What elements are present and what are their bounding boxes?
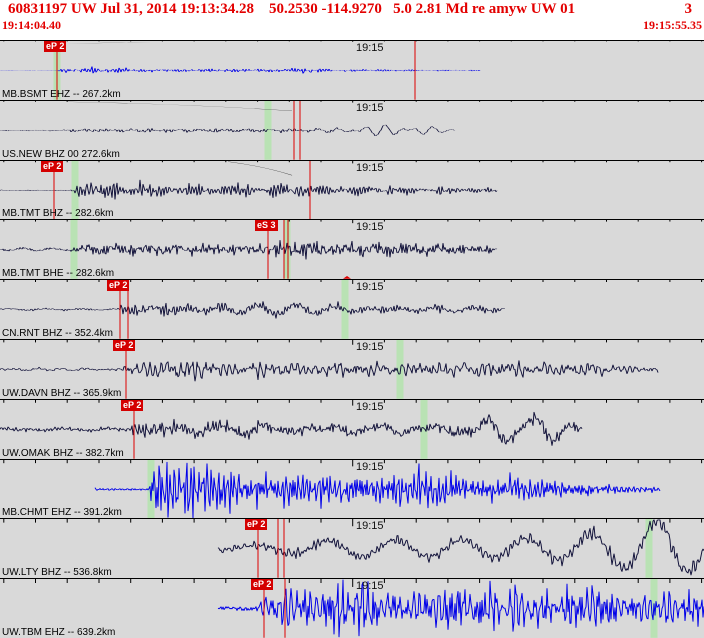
time-tick-marks xyxy=(3,280,703,285)
waveform-path[interactable] xyxy=(0,411,583,446)
pick-flag[interactable]: eP 2 xyxy=(107,280,130,292)
pick-flag[interactable]: eP 2 xyxy=(113,339,136,351)
station-label: MB.TMT BHZ -- 282.6km xyxy=(2,208,114,220)
pick-flag[interactable]: eP 2 xyxy=(245,519,268,531)
event-summary: 60831197 UW Jul 31, 2014 19:13:34.28 50.… xyxy=(8,1,576,17)
waveform-path[interactable] xyxy=(0,360,659,382)
station-label: CN.RNT BHZ -- 352.4km xyxy=(2,327,113,339)
minute-label: 19:15 xyxy=(356,281,384,294)
waveform-path[interactable] xyxy=(0,124,456,136)
waveform-svg[interactable] xyxy=(0,160,704,220)
minute-label: 19:15 xyxy=(356,161,384,174)
waveform-path[interactable] xyxy=(217,579,704,638)
overlay-curve xyxy=(227,161,293,175)
station-label: MB.BSMT EHZ -- 267.2km xyxy=(2,88,121,100)
trace-area: eP 2 19:15 MB.BSMT EHZ -- 267.2km 19:15 … xyxy=(0,40,704,638)
pick-flag[interactable]: eP 2 xyxy=(251,579,274,591)
minute-label: 19:15 xyxy=(356,460,384,473)
station-label: US.NEW BHZ 00 272.6km xyxy=(2,148,120,160)
trace-panel-4[interactable]: eS 3 19:15 MB.TMT BHE -- 282.6km xyxy=(0,220,704,281)
waveform-svg[interactable] xyxy=(0,100,704,160)
minute-label: 19:15 xyxy=(356,221,384,234)
pick-flag[interactable]: eS 3 xyxy=(255,220,278,232)
waveform-path[interactable] xyxy=(0,179,498,200)
minute-label: 19:15 xyxy=(356,42,384,54)
event-summary-row: 60831197 UW Jul 31, 2014 19:13:34.28 50.… xyxy=(0,0,704,18)
waveform-path[interactable] xyxy=(0,240,498,260)
overlay-curve xyxy=(65,41,229,44)
time-tick-marks xyxy=(3,579,703,588)
waveform-svg[interactable] xyxy=(0,519,704,579)
time-tick-marks xyxy=(3,339,703,345)
waveform-svg[interactable] xyxy=(0,579,704,638)
predicted-arrival-bar xyxy=(264,100,272,160)
predicted-arrival-bar xyxy=(71,160,79,220)
waveform-svg[interactable] xyxy=(0,459,704,519)
minute-label: 19:15 xyxy=(356,340,384,353)
station-label: UW.TBM EHZ -- 639.2km xyxy=(2,626,116,638)
trace-panel-2[interactable]: 19:15 US.NEW BHZ 00 272.6km xyxy=(0,100,704,161)
overlay-curve xyxy=(65,101,293,111)
pick-flag[interactable]: eP 2 xyxy=(44,41,67,52)
station-label: UW.OMAK BHZ -- 382.7km xyxy=(2,447,124,459)
time-tick-marks xyxy=(3,399,703,406)
predicted-arrival-bar xyxy=(283,220,291,280)
waveform-svg[interactable] xyxy=(0,220,704,280)
time-tick-marks xyxy=(3,220,703,224)
waveform-path[interactable] xyxy=(217,519,704,576)
trace-panel-6[interactable]: eP 2 19:15 UW.DAVN BHZ -- 365.9km xyxy=(0,339,704,400)
station-label: UW.DAVN BHZ -- 365.9km xyxy=(2,387,122,399)
trace-panel-8[interactable]: 19:15 MB.CHMT EHZ -- 391.2km xyxy=(0,459,704,520)
time-tick-marks xyxy=(3,519,703,527)
trace-panel-7[interactable]: eP 2 19:15 UW.OMAK BHZ -- 382.7km xyxy=(0,399,704,460)
pick-flag[interactable]: eP 2 xyxy=(121,399,144,411)
time-tick-marks xyxy=(3,160,703,163)
trace-panel-1[interactable]: eP 2 19:15 MB.BSMT EHZ -- 267.2km xyxy=(0,41,704,101)
time-window-row: 19:14:04.40 19:15:55.35 xyxy=(0,18,704,33)
waveform-svg[interactable] xyxy=(0,399,704,459)
trace-panel-3[interactable]: eP 2 19:15 MB.TMT BHZ -- 282.6km xyxy=(0,160,704,221)
predicted-arrival-bar xyxy=(420,399,428,459)
station-label: UW.LTY BHZ -- 536.8km xyxy=(2,567,112,579)
waveform-svg[interactable] xyxy=(0,339,704,399)
predicted-arrival-bar xyxy=(645,519,653,579)
window-start-time: 19:14:04.40 xyxy=(2,18,61,32)
minute-label: 19:15 xyxy=(356,400,384,413)
bottom-marker xyxy=(343,276,351,280)
time-tick-marks xyxy=(3,100,703,103)
pick-flag[interactable]: eP 2 xyxy=(41,160,64,172)
minute-label: 19:15 xyxy=(356,580,384,593)
window-end-time: 19:15:55.35 xyxy=(643,18,702,32)
trace-panel-10[interactable]: eP 2 19:15 UW.TBM EHZ -- 639.2km xyxy=(0,579,704,638)
station-label: MB.TMT BHE -- 282.6km xyxy=(2,268,115,280)
waveform-path[interactable] xyxy=(0,66,481,74)
predicted-arrival-bar xyxy=(396,339,404,399)
waveform-svg[interactable] xyxy=(0,280,704,339)
minute-label: 19:15 xyxy=(356,101,384,114)
event-flag: 3 xyxy=(684,1,693,17)
station-label: MB.CHMT EHZ -- 391.2km xyxy=(2,507,122,519)
time-tick-marks xyxy=(3,41,703,42)
minute-label: 19:15 xyxy=(356,520,384,533)
trace-panel-5[interactable]: eP 2 19:15 CN.RNT BHZ -- 352.4km xyxy=(0,280,704,340)
waveform-path[interactable] xyxy=(0,301,506,319)
predicted-arrival-bar xyxy=(70,220,78,280)
time-tick-marks xyxy=(3,459,703,466)
predicted-arrival-bar xyxy=(147,459,155,519)
predicted-arrival-bar xyxy=(341,280,349,339)
event-header: 60831197 UW Jul 31, 2014 19:13:34.28 50.… xyxy=(0,0,704,40)
trace-panel-9[interactable]: eP 2 19:15 UW.LTY BHZ -- 536.8km xyxy=(0,519,704,580)
waveform-path[interactable] xyxy=(94,461,661,518)
